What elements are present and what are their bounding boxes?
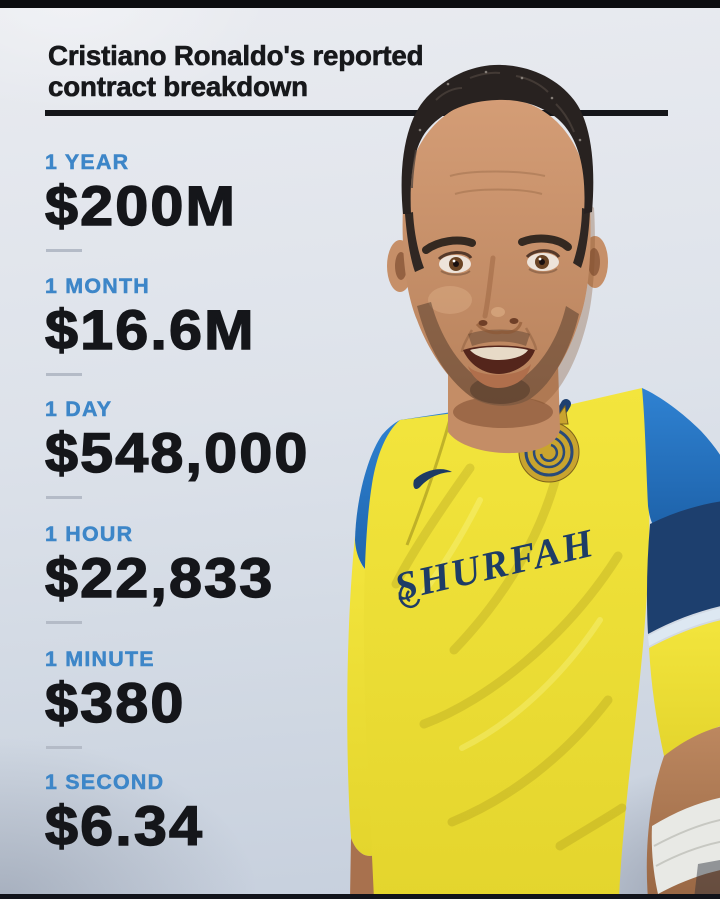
stat-label: 1 HOUR — [45, 523, 134, 547]
torso-yellow — [363, 388, 650, 899]
stat-label: 1 DAY — [45, 398, 113, 422]
nasolabial-lines — [460, 327, 538, 353]
title-line-1: Cristiano Ronaldo's reported — [48, 40, 424, 72]
mouth — [463, 345, 535, 388]
stat-value: $200M — [44, 174, 238, 237]
page-title: Cristiano Ronaldo's reported contract br… — [48, 40, 424, 103]
stat-label: 1 SECOND — [45, 771, 165, 795]
title-underline-rule — [45, 110, 668, 116]
raglan-seam-shadow — [405, 411, 454, 546]
bottom-black-bar — [0, 894, 720, 899]
jersey-torso — [363, 388, 650, 899]
eyebrows — [422, 234, 572, 254]
stubble — [417, 302, 579, 406]
right-sleeve-blue — [642, 388, 720, 525]
face — [401, 64, 595, 406]
stat-value: $22,833 — [44, 546, 275, 609]
wrist-tape — [651, 797, 720, 894]
jersey-highlights — [421, 497, 603, 751]
forehead-lines — [449, 170, 546, 195]
right-arm — [642, 388, 720, 899]
mustache-stubble — [468, 329, 530, 346]
stat-value: $6.34 — [44, 794, 205, 857]
stat-1-minute: 1 MINUTE $380 — [44, 648, 385, 770]
nose — [475, 255, 523, 335]
stat-divider — [46, 621, 82, 624]
stat-divider — [46, 746, 82, 749]
left-wrist-skin — [350, 838, 377, 899]
stat-divider — [46, 249, 82, 252]
wrist-tape-fold — [653, 818, 720, 867]
stat-label: 1 MONTH — [45, 275, 150, 299]
left-eye — [437, 251, 473, 276]
kit-brand-icon — [413, 469, 452, 490]
jersey-folds — [391, 457, 627, 851]
stat-1-second: 1 SECOND $6.34 — [44, 771, 385, 893]
ronaldo-illustration: SHURFAH — [347, 64, 720, 899]
right-eye — [525, 249, 561, 274]
corner-shadow — [694, 860, 720, 899]
title-line-2: contract breakdown — [48, 71, 309, 103]
right-cuff-yellow — [649, 620, 720, 756]
stat-1-day: 1 DAY $548,000 — [44, 398, 385, 520]
stat-1-month: 1 MONTH $16.6M — [44, 275, 385, 397]
stat-1-hour: 1 HOUR $22,833 — [44, 523, 385, 645]
stat-value: $380 — [44, 671, 186, 734]
cheek-highlight — [428, 286, 472, 314]
stat-label: 1 YEAR — [45, 151, 130, 175]
stat-label: 1 MINUTE — [45, 648, 155, 672]
top-black-bar — [0, 0, 720, 8]
stat-divider — [46, 373, 82, 376]
captain-armband — [646, 501, 720, 634]
hair — [401, 64, 594, 272]
face-base — [402, 98, 591, 406]
face-side-shadow — [530, 204, 595, 404]
sponsor-mark-icon — [398, 583, 421, 608]
stat-value: $16.6M — [44, 298, 256, 361]
stat-value: $548,000 — [44, 421, 310, 484]
armband-stripe — [648, 608, 720, 646]
stat-divider — [46, 496, 82, 499]
stat-1-year: 1 YEAR $200M — [44, 151, 385, 273]
